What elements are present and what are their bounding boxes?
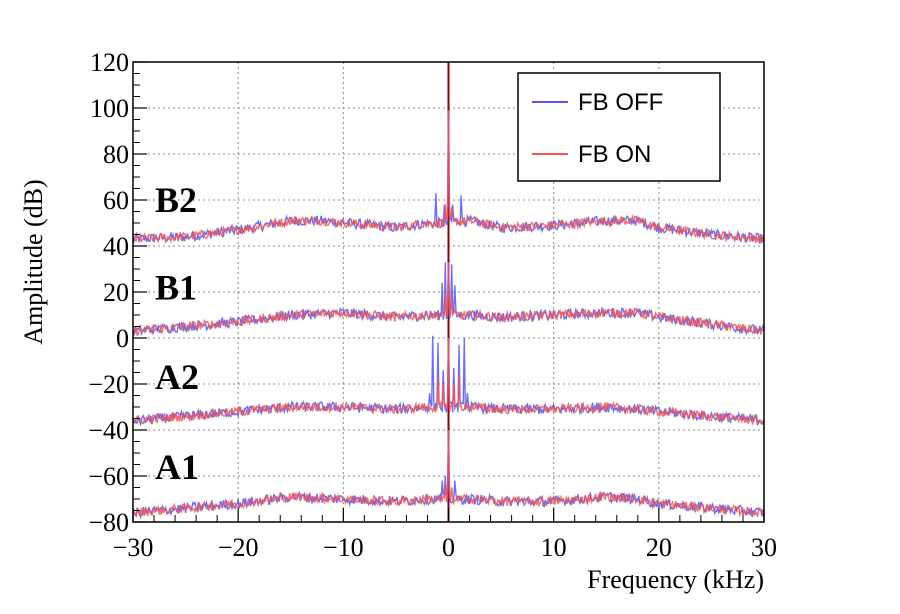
x-tick-label: 0 — [442, 533, 455, 562]
y-tick-label: 100 — [90, 94, 129, 123]
y-tick-label: 0 — [116, 324, 129, 353]
trace-label-b1: B1 — [155, 267, 197, 307]
y-tick-label: 60 — [103, 186, 129, 215]
trace-label-a1: A1 — [155, 447, 199, 487]
trace-label-a2: A2 — [155, 357, 199, 397]
series-fb-on-a2 — [132, 337, 765, 426]
series-fb-on-b2 — [132, 110, 765, 245]
x-tick-label: 30 — [751, 533, 777, 562]
y-tick-label: 40 — [103, 232, 129, 261]
x-tick-labels: −30 −20 −10 0 10 20 30 — [113, 533, 777, 562]
y-axis-title: Amplitude (dB) — [19, 179, 48, 344]
x-tick-label: 10 — [541, 533, 567, 562]
y-tick-label: 20 — [103, 278, 129, 307]
x-tick-label: −20 — [218, 533, 259, 562]
legend: FB OFF FB ON — [517, 72, 721, 182]
x-tick-label: −10 — [323, 533, 364, 562]
legend-box — [517, 72, 721, 182]
axis-ticks — [132, 61, 765, 523]
y-tick-label: 80 — [103, 140, 129, 169]
legend-label-fb-on: FB ON — [578, 141, 651, 168]
x-tick-label: −30 — [113, 533, 154, 562]
x-axis-title: Frequency (kHz) — [587, 565, 764, 594]
trace-label-b2: B2 — [155, 180, 197, 220]
y-tick-labels: −80 −60 −40 −20 0 20 40 60 80 100 120 — [88, 48, 129, 537]
legend-label-fb-off: FB OFF — [578, 89, 663, 116]
x-tick-label: 20 — [646, 533, 672, 562]
y-tick-label: −20 — [88, 370, 129, 399]
series-fb-on-b1 — [132, 262, 765, 337]
y-tick-label: 120 — [90, 48, 129, 77]
y-tick-label: −60 — [88, 462, 129, 491]
y-tick-label: −80 — [88, 508, 129, 537]
trace-labels-layer: B2 B1 A2 A1 — [155, 180, 199, 487]
series-fb-on-a1 — [132, 429, 765, 518]
y-tick-label: −40 — [88, 416, 129, 445]
